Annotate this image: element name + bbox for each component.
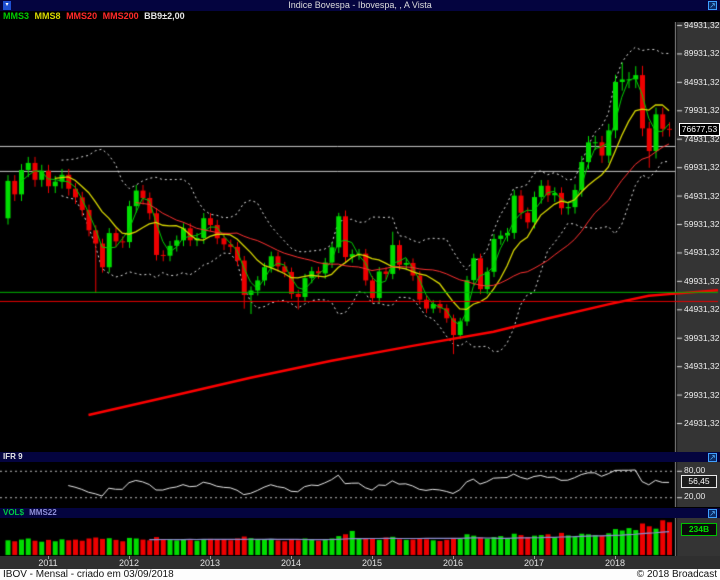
popout-icon-ifr[interactable]: ↗ <box>708 453 717 462</box>
time-axis[interactable]: 2011 2012 2013 2014 2015 2016 2017 2018 <box>0 556 720 569</box>
legend-mms20[interactable]: MMS20 <box>66 11 98 21</box>
ifr-panel-header: IFR 9 ↗ <box>0 452 720 462</box>
ifr-upper-guide-label: 80,00 <box>684 465 706 475</box>
year-label: 2018 <box>604 558 626 568</box>
price-tick-label: 84931,32 <box>684 76 720 87</box>
year-label: 2013 <box>199 558 221 568</box>
price-tick-label: 64931,32 <box>684 190 720 201</box>
ifr-panel-title: IFR 9 <box>3 452 23 461</box>
price-tick-label: 74931,32 <box>684 133 720 144</box>
year-label: 2011 <box>38 558 58 568</box>
vol-panel-header: VOL$ MMS22 ↗ <box>0 508 720 518</box>
price-tick-label: 89931,32 <box>684 48 720 59</box>
year-tick <box>615 556 616 559</box>
volume-chart-canvas[interactable] <box>0 518 720 556</box>
ifr-value-label: 56,45 <box>681 475 717 488</box>
year-label: 2016 <box>442 558 464 568</box>
year-label: 2014 <box>280 558 302 568</box>
popout-icon-title[interactable]: ↗ <box>708 1 717 10</box>
indicator-legend: MMS3 MMS8 MMS20 MMS200 BB9±2,00 <box>0 11 720 22</box>
legend-mms3[interactable]: MMS3 <box>3 11 30 21</box>
year-tick <box>534 556 535 559</box>
year-tick <box>129 556 130 559</box>
ifr-chart-canvas[interactable] <box>0 462 720 507</box>
price-tick-label: 94931,32 <box>684 20 720 30</box>
title-bar: ▾ Indice Bovespa - Ibovespa, , A Vista ↗ <box>0 0 720 11</box>
main-chart-canvas[interactable] <box>0 22 720 452</box>
year-label: 2012 <box>118 558 140 568</box>
chart-window-icon[interactable]: ▾ <box>3 1 11 10</box>
price-tick-label: 29931,32 <box>684 389 720 400</box>
year-tick <box>291 556 292 559</box>
vol-ma-label: MMS22 <box>29 508 57 517</box>
price-tick-label: 44931,32 <box>684 304 720 315</box>
year-tick <box>453 556 454 559</box>
year-tick <box>210 556 211 559</box>
price-tick-label: 79931,32 <box>684 105 720 116</box>
vol-panel-title: VOL$ <box>3 508 24 517</box>
price-tick-label: 54931,32 <box>684 247 720 258</box>
year-label: 2017 <box>523 558 545 568</box>
price-tick-label: 59931,32 <box>684 219 720 229</box>
year-tick <box>48 556 49 559</box>
ifr-lower-guide-label: 20,00 <box>684 491 706 501</box>
price-tick-label: 34931,32 <box>684 361 720 372</box>
legend-bollinger[interactable]: BB9±2,00 <box>144 11 185 21</box>
last-price-label: 76677,53 <box>679 123 720 136</box>
status-text: IBOV - Mensal - criado em 03/09/2018 <box>3 569 174 580</box>
price-tick-label: 69931,32 <box>684 162 720 173</box>
price-tick-label: 39931,32 <box>684 332 720 343</box>
legend-mms8[interactable]: MMS8 <box>34 11 61 21</box>
legend-mms200[interactable]: MMS200 <box>102 11 139 21</box>
window-title: Indice Bovespa - Ibovespa, , A Vista <box>288 0 432 10</box>
status-bar: IBOV - Mensal - criado em 03/09/2018 © 2… <box>0 569 720 580</box>
price-tick-label: 49931,32 <box>684 275 720 286</box>
year-label: 2015 <box>361 558 383 568</box>
popout-icon-vol[interactable]: ↗ <box>708 509 717 518</box>
year-tick <box>372 556 373 559</box>
price-tick-label: 24931,32 <box>684 418 720 429</box>
copyright-text: © 2018 Broadcast <box>636 569 717 580</box>
volume-value-label: 234B <box>681 523 717 536</box>
